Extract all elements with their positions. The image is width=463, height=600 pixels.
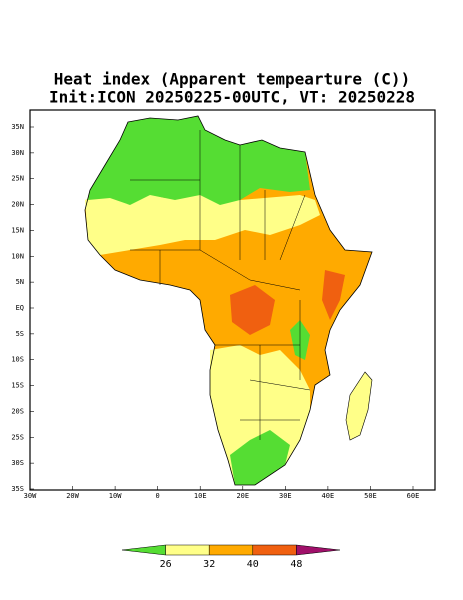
lat-label: 25N [11, 175, 24, 183]
lat-label: 10S [11, 356, 24, 364]
congo-red [230, 285, 275, 335]
lon-label: 50E [364, 492, 377, 500]
axes: 35N 30N 25N 20N 15N 10N 5N EQ 5S 10S 15S 20S 25S 30S 3… [11, 123, 419, 500]
title: Heat index (Apparent tempearture (C)) [54, 70, 410, 89]
lat-label: EQ [16, 304, 24, 312]
lat-label: 30N [11, 149, 24, 157]
lat-label: 5N [16, 278, 24, 286]
colorbar-bin [165, 544, 210, 556]
colorbar: 26 32 40 48 [121, 544, 341, 570]
subtitle: Init:ICON 20250225-00UTC, VT: 20250228 [49, 88, 415, 107]
lon-label: 10E [194, 492, 207, 500]
lat-label: 15S [11, 382, 24, 390]
lon-label: 20W [66, 492, 79, 500]
coastline [84, 115, 373, 486]
sahel-yellow [85, 190, 320, 255]
lon-label: 60E [407, 492, 420, 500]
lat-label: 20N [11, 201, 24, 209]
lon-label: 30E [279, 492, 292, 500]
borders [130, 130, 311, 440]
colorbar-bin [121, 544, 166, 556]
lat-label: 35N [11, 123, 24, 131]
lat-label: 35S [11, 485, 24, 493]
map [29, 109, 436, 491]
madagascar [345, 371, 373, 441]
lon-label: 0 [156, 492, 160, 500]
lat-label: 15N [11, 226, 24, 234]
colorbar-label: 26 [160, 559, 172, 570]
colorbar-bin [208, 544, 254, 556]
lat-label: 25S [11, 433, 24, 441]
lat-label: 10N [11, 252, 24, 260]
lat-label: 5S [16, 330, 24, 338]
lat-label: 30S [11, 459, 24, 467]
colorbar-label: 40 [247, 559, 259, 570]
colorbar-bin [296, 544, 341, 556]
sahara-green [88, 116, 310, 205]
lon-label: 20E [236, 492, 249, 500]
lon-label: 40E [322, 492, 335, 500]
horn-red [322, 270, 345, 320]
lat-label: 20S [11, 407, 24, 415]
colorbar-label: 48 [290, 559, 302, 570]
colorbar-label: 32 [203, 559, 215, 570]
colorbar-bin [252, 544, 297, 556]
lon-label: 30W [24, 492, 37, 500]
lon-label: 10W [109, 492, 122, 500]
